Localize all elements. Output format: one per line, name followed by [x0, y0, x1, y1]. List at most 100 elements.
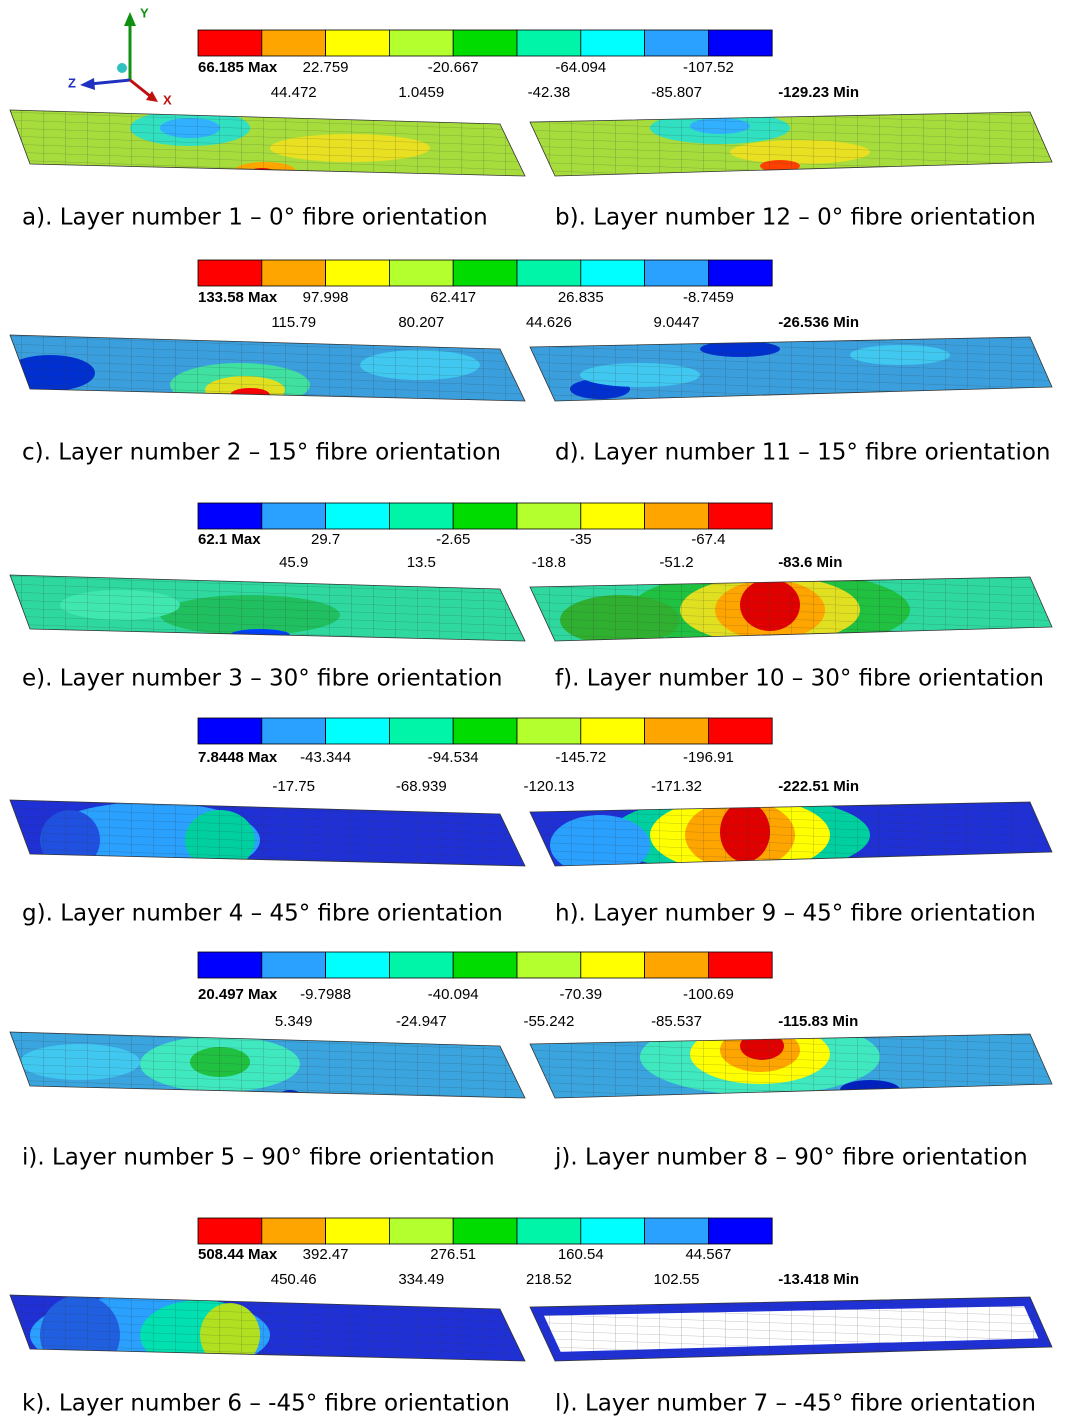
color-swatch	[581, 1218, 645, 1244]
legend-label: 115.79	[271, 314, 316, 331]
legend-label: -2.65	[436, 531, 470, 548]
color-swatch	[517, 1218, 581, 1244]
color-swatch	[708, 30, 772, 56]
legend-label: -35	[570, 531, 592, 548]
caption: i). Layer number 5 – 90° fibre orientati…	[22, 1145, 495, 1171]
legend-label: 45.9	[279, 554, 308, 571]
color-swatch	[581, 718, 645, 744]
legend-label: 276.51	[430, 1246, 476, 1263]
color-swatch	[517, 952, 581, 978]
color-swatch	[645, 952, 709, 978]
color-swatch	[262, 30, 326, 56]
color-swatch	[389, 260, 453, 286]
color-swatch	[198, 952, 262, 978]
color-swatch	[645, 1218, 709, 1244]
legend-label: -115.83 Min	[778, 1013, 858, 1030]
legend-label: -120.13	[523, 778, 574, 795]
color-swatch	[453, 1218, 517, 1244]
color-swatch	[708, 952, 772, 978]
color-swatch	[389, 30, 453, 56]
caption: g). Layer number 4 – 45° fibre orientati…	[22, 901, 503, 927]
color-swatch	[262, 260, 326, 286]
caption: l). Layer number 7 – -45° fibre orientat…	[555, 1391, 1036, 1417]
legend-label: -68.939	[396, 778, 447, 795]
caption: c). Layer number 2 – 15° fibre orientati…	[22, 440, 501, 466]
color-swatch	[581, 260, 645, 286]
color-swatch	[645, 718, 709, 744]
legend-label: -145.72	[555, 749, 606, 766]
legend-label: -13.418 Min	[778, 1271, 859, 1288]
color-swatch	[453, 503, 517, 529]
legend-label: 5.349	[275, 1013, 313, 1030]
legend-label: 20.497 Max	[198, 986, 278, 1003]
legend-label: 29.7	[311, 531, 340, 548]
color-swatch	[389, 952, 453, 978]
legend-label: 26.835	[558, 289, 604, 306]
color-swatch	[453, 30, 517, 56]
contour	[276, 1090, 304, 1110]
color-swatch	[453, 718, 517, 744]
color-swatch	[198, 503, 262, 529]
legend-label: -83.6 Min	[778, 554, 842, 571]
color-swatch	[198, 718, 262, 744]
legend-label: 1.0459	[398, 84, 444, 101]
legend-label: -40.094	[428, 986, 479, 1003]
color-swatch	[389, 1218, 453, 1244]
legend-label: -24.947	[396, 1013, 447, 1030]
legend-label: -100.69	[683, 986, 734, 1003]
color-swatch	[198, 1218, 262, 1244]
axis-label: X	[163, 92, 172, 107]
caption: j). Layer number 8 – 90° fibre orientati…	[554, 1145, 1028, 1171]
color-swatch	[708, 503, 772, 529]
legend-label: 334.49	[398, 1271, 444, 1288]
color-swatch	[262, 1218, 326, 1244]
legend-label: 44.626	[526, 314, 572, 331]
legend-label: -85.807	[651, 84, 702, 101]
color-swatch	[326, 30, 390, 56]
legend-label: 62.1 Max	[198, 531, 261, 548]
axis-triad: Y Z X	[68, 5, 172, 107]
color-swatch	[453, 260, 517, 286]
legend-label: 22.759	[303, 59, 349, 76]
caption: h). Layer number 9 – 45° fibre orientati…	[555, 901, 1036, 927]
legend-label: -18.8	[532, 554, 566, 571]
legend-label: -55.242	[523, 1013, 574, 1030]
legend-label: -67.4	[691, 531, 725, 548]
color-swatch	[326, 260, 390, 286]
legend-label: 9.0447	[654, 314, 700, 331]
color-swatch	[326, 1218, 390, 1244]
legend-label: -171.32	[651, 778, 702, 795]
color-swatch	[645, 30, 709, 56]
legend-label: -196.91	[683, 749, 734, 766]
color-swatch	[581, 503, 645, 529]
color-swatch	[517, 503, 581, 529]
color-swatch	[389, 718, 453, 744]
color-swatch	[262, 952, 326, 978]
legend-label: 7.8448 Max	[198, 749, 278, 766]
color-swatch	[262, 503, 326, 529]
caption: d). Layer number 11 – 15° fibre orientat…	[555, 440, 1051, 466]
legend-label: -70.39	[560, 986, 603, 1003]
legend-label: 102.55	[654, 1271, 700, 1288]
legend-label: 44.472	[271, 84, 317, 101]
legend-label: -85.537	[651, 1013, 702, 1030]
legend-label: -26.536 Min	[778, 314, 859, 331]
legend-label: -17.75	[272, 778, 315, 795]
color-swatch	[708, 260, 772, 286]
legend-label: 133.58 Max	[198, 289, 278, 306]
legend-label: 508.44 Max	[198, 1246, 278, 1263]
color-swatch	[517, 718, 581, 744]
color-swatch	[517, 30, 581, 56]
figure: Y Z X 66.185 Max22.759-20.667-64.094-107…	[0, 0, 1067, 1419]
caption: a). Layer number 1 – 0° fibre orientatio…	[22, 205, 488, 231]
caption: b). Layer number 12 – 0° fibre orientati…	[555, 205, 1036, 231]
legend-label: 66.185 Max	[198, 59, 278, 76]
color-swatch	[453, 952, 517, 978]
axis-label: Y	[140, 5, 149, 20]
color-swatch	[708, 1218, 772, 1244]
legend-label: 13.5	[407, 554, 436, 571]
color-swatch	[262, 718, 326, 744]
legend-label: 218.52	[526, 1271, 572, 1288]
color-swatch	[198, 260, 262, 286]
legend-label: -20.667	[428, 59, 479, 76]
